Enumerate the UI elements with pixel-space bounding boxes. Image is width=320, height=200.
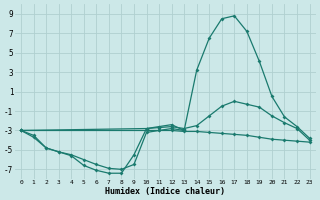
X-axis label: Humidex (Indice chaleur): Humidex (Indice chaleur) [105, 187, 225, 196]
